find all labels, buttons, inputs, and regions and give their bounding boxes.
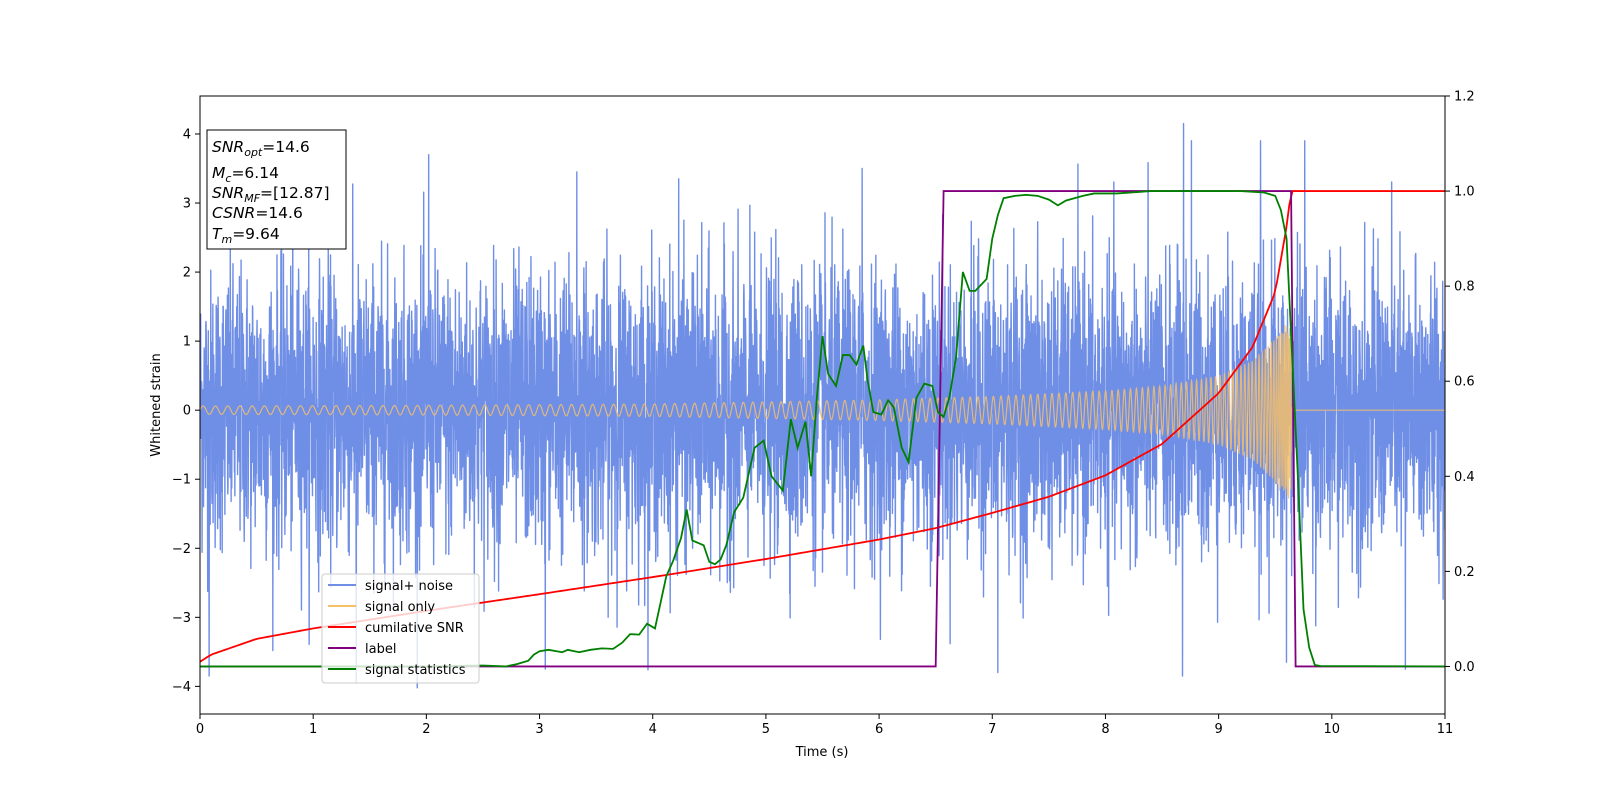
legend-frame: [321, 573, 480, 684]
y-tick-label: −1: [172, 473, 191, 488]
legend-label: label: [365, 642, 396, 657]
legend: signal+ noise signal only cumilative SNR la…: [321, 573, 480, 684]
info-box: SNRopt=14.6 Mc=6.14SNRMF=[12.87]CSNR=14.6…: [206, 129, 347, 250]
series-signal-statistics: [200, 190, 1445, 668]
legend-label: signal statistics: [365, 663, 466, 678]
axes: 0 1 2 3 4 5 6 7 8 9 10 11 −4 −3 −2 −1 0 1 2 3 4 0.0 0.2 0.4 0.6 0…: [172, 90, 1475, 738]
x-tick-label: 3: [535, 722, 543, 737]
x-tick-label: 9: [1214, 722, 1222, 737]
legend-label: cumilative SNR: [365, 621, 464, 636]
x-tick-label: 7: [988, 722, 996, 737]
info-line: SNRMF=[12.87]: [212, 184, 330, 205]
axes-frame: [199, 95, 1446, 715]
y-tick-label: 1: [183, 335, 191, 350]
info-box-frame: [206, 129, 347, 250]
y-right-tick-label: 1.2: [1454, 90, 1475, 105]
series-signal-plus-noise: [200, 122, 1445, 689]
y-right-tick-label: 0.8: [1454, 280, 1475, 295]
info-line: CSNR=14.6: [212, 204, 303, 222]
y-tick-label: −4: [172, 680, 191, 695]
y-right-tick-label: 0.0: [1454, 660, 1475, 675]
x-tick-label: 8: [1101, 722, 1109, 737]
y-tick-label: 3: [183, 197, 191, 212]
x-axis-label: Time (s): [795, 745, 849, 760]
y-right-tick-label: 0.6: [1454, 375, 1475, 390]
y-tick-label: −2: [172, 542, 191, 557]
legend-label: signal only: [365, 600, 435, 615]
x-tick-label: 1: [309, 722, 317, 737]
y-axis-label: Whitened strain: [149, 353, 164, 456]
x-tick-label: 6: [875, 722, 883, 737]
y-right-tick-label: 1.0: [1454, 185, 1475, 200]
info-line: Tm=9.64: [212, 225, 280, 246]
x-tick-label: 4: [649, 722, 657, 737]
y-right-tick-label: 0.4: [1454, 470, 1475, 485]
legend-label: signal+ noise: [365, 579, 453, 594]
x-tick-label: 2: [422, 722, 430, 737]
y-right-tick-label: 0.2: [1454, 565, 1475, 580]
x-tick-label: 5: [762, 722, 770, 737]
x-tick-label: 11: [1437, 722, 1454, 737]
x-tick-label: 0: [196, 722, 204, 737]
series-signal-only: [200, 320, 1445, 499]
y-tick-label: 2: [183, 266, 191, 281]
info-line: SNRopt=14.6: [212, 138, 310, 159]
info-line: Mc=6.14: [212, 164, 279, 185]
y-tick-label: 4: [183, 127, 191, 142]
y-tick-label: −3: [172, 611, 191, 626]
x-tick-label: 10: [1324, 722, 1341, 737]
y-tick-label: 0: [183, 404, 191, 419]
